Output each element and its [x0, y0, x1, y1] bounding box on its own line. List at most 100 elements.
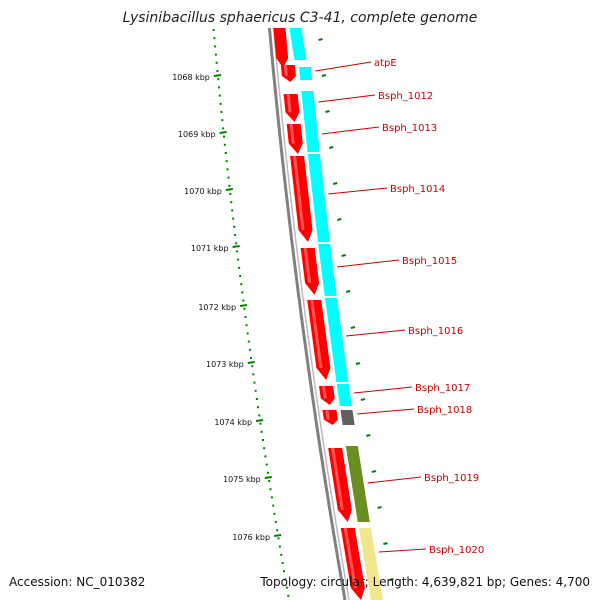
gene-label: atpE [374, 58, 397, 69]
gene-arrow-Bsph_1015 [300, 248, 320, 295]
ruler-dot [258, 414, 261, 417]
ruler-tick [247, 361, 255, 364]
ruler-dot [228, 184, 231, 187]
gene-arrow-Bsph_1014 [290, 156, 313, 242]
gene-arrow-partial [273, 28, 289, 68]
ruler-mark [345, 290, 351, 293]
ruler-dot [265, 463, 268, 466]
cog-band [336, 384, 352, 406]
ruler-mark [337, 218, 342, 221]
ruler-tick [232, 245, 240, 248]
ruler-dot [225, 160, 228, 163]
ruler-label: 1068 kbp [172, 73, 210, 82]
ruler-tick [219, 131, 227, 134]
ruler-mark [332, 182, 338, 185]
gene-highlight [343, 528, 357, 588]
cog-band-partial [289, 28, 307, 60]
label-leader [357, 408, 415, 415]
gene-label: Bsph_1018 [417, 405, 472, 416]
backbone-line [267, 27, 347, 600]
gene-arrow-Bsph_1018 [322, 410, 338, 425]
ruler-dot [263, 447, 266, 450]
gene-highlight [303, 248, 312, 283]
ruler-dot [252, 373, 255, 376]
label-leader [367, 476, 422, 484]
ruler-dot [257, 406, 260, 409]
ruler-dot [244, 316, 247, 318]
ruler-dot [222, 127, 225, 130]
label-leader [353, 386, 413, 394]
gene-highlight [286, 94, 292, 113]
ruler-dot [226, 168, 229, 171]
gene-label: Bsph_1012 [378, 91, 433, 102]
ruler-mark [350, 326, 356, 329]
ruler-tick [264, 476, 272, 479]
gene-arrow-Bsph_1013 [286, 124, 303, 154]
ruler-dot [232, 217, 235, 220]
ruler-dot [266, 471, 269, 474]
ruler-mark [371, 470, 377, 473]
label-leader [321, 126, 380, 135]
ruler-dot [243, 307, 246, 310]
ruler-dot [259, 422, 262, 425]
ruler-dot [214, 45, 217, 48]
accession-text: Accession: NC_010382 [9, 575, 146, 589]
ruler-dot [246, 332, 249, 335]
gene-label: Bsph_1016 [408, 326, 463, 337]
ruler-dot [276, 529, 279, 532]
ruler-label: 1069 kbp [178, 130, 216, 139]
ruler-mark [355, 362, 361, 365]
ruler-dot [224, 152, 227, 154]
ruler-tick [255, 419, 264, 422]
ruler-dot [229, 193, 232, 195]
ruler-dot [284, 578, 287, 581]
backbone-inner-line [272, 27, 350, 600]
ruler-dot [273, 512, 276, 515]
ruler-label: 1072 kbp [198, 303, 236, 312]
backbone [267, 27, 350, 600]
gene-label: Bsph_1017 [415, 383, 470, 394]
ruler-dot [272, 504, 275, 507]
ruler-dot [214, 53, 217, 56]
gene-label: Bsph_1020 [429, 545, 484, 556]
gene-label: Bsph_1014 [390, 184, 445, 195]
ruler-dot [277, 537, 280, 540]
ruler-mark [328, 146, 334, 149]
ruler-dot [268, 480, 271, 482]
ruler-dot [239, 275, 242, 277]
ruler-dot [231, 209, 234, 212]
ruler-dot [233, 225, 236, 228]
ruler-dot [219, 102, 222, 105]
ruler-track: 1068 kbp 1069 kbp 1070 kbp 1071 kbp 1072 kbp… [172, 29, 394, 597]
gene-highlight [283, 65, 288, 77]
cog-band [324, 298, 349, 382]
ruler-dot [218, 94, 221, 97]
ruler-dot [220, 111, 223, 113]
gene-label: Bsph_1019 [424, 473, 479, 484]
gene-highlight [289, 124, 295, 144]
ruler-dot [216, 70, 219, 72]
ruler-dot [280, 553, 283, 556]
ruler-mark [383, 542, 388, 545]
ruler-label: 1070 kbp [184, 187, 222, 196]
gene-highlight [331, 448, 344, 510]
ruler-dot [223, 135, 226, 138]
ruler-dot [261, 439, 264, 441]
cog-band [345, 446, 370, 522]
ruler-dot [235, 242, 238, 245]
ruler-dot [241, 291, 244, 294]
gene-highlight [293, 156, 305, 230]
gene-labels: atpE Bsph_1012 Bsph_1013 Bsph_1014 Bsph_1015… [315, 58, 484, 556]
cog-band [307, 154, 330, 242]
label-leader [318, 94, 376, 103]
ruler-dot [251, 365, 254, 368]
ruler-dot [285, 586, 288, 589]
ruler-mark [360, 398, 366, 401]
ruler-label: 1076 kbp [232, 533, 270, 542]
ruler-dot [223, 143, 226, 146]
label-leader [328, 187, 388, 195]
ruler-label: 1074 kbp [214, 418, 252, 427]
ruler-dot [248, 348, 251, 351]
ruler-dot [237, 258, 240, 261]
